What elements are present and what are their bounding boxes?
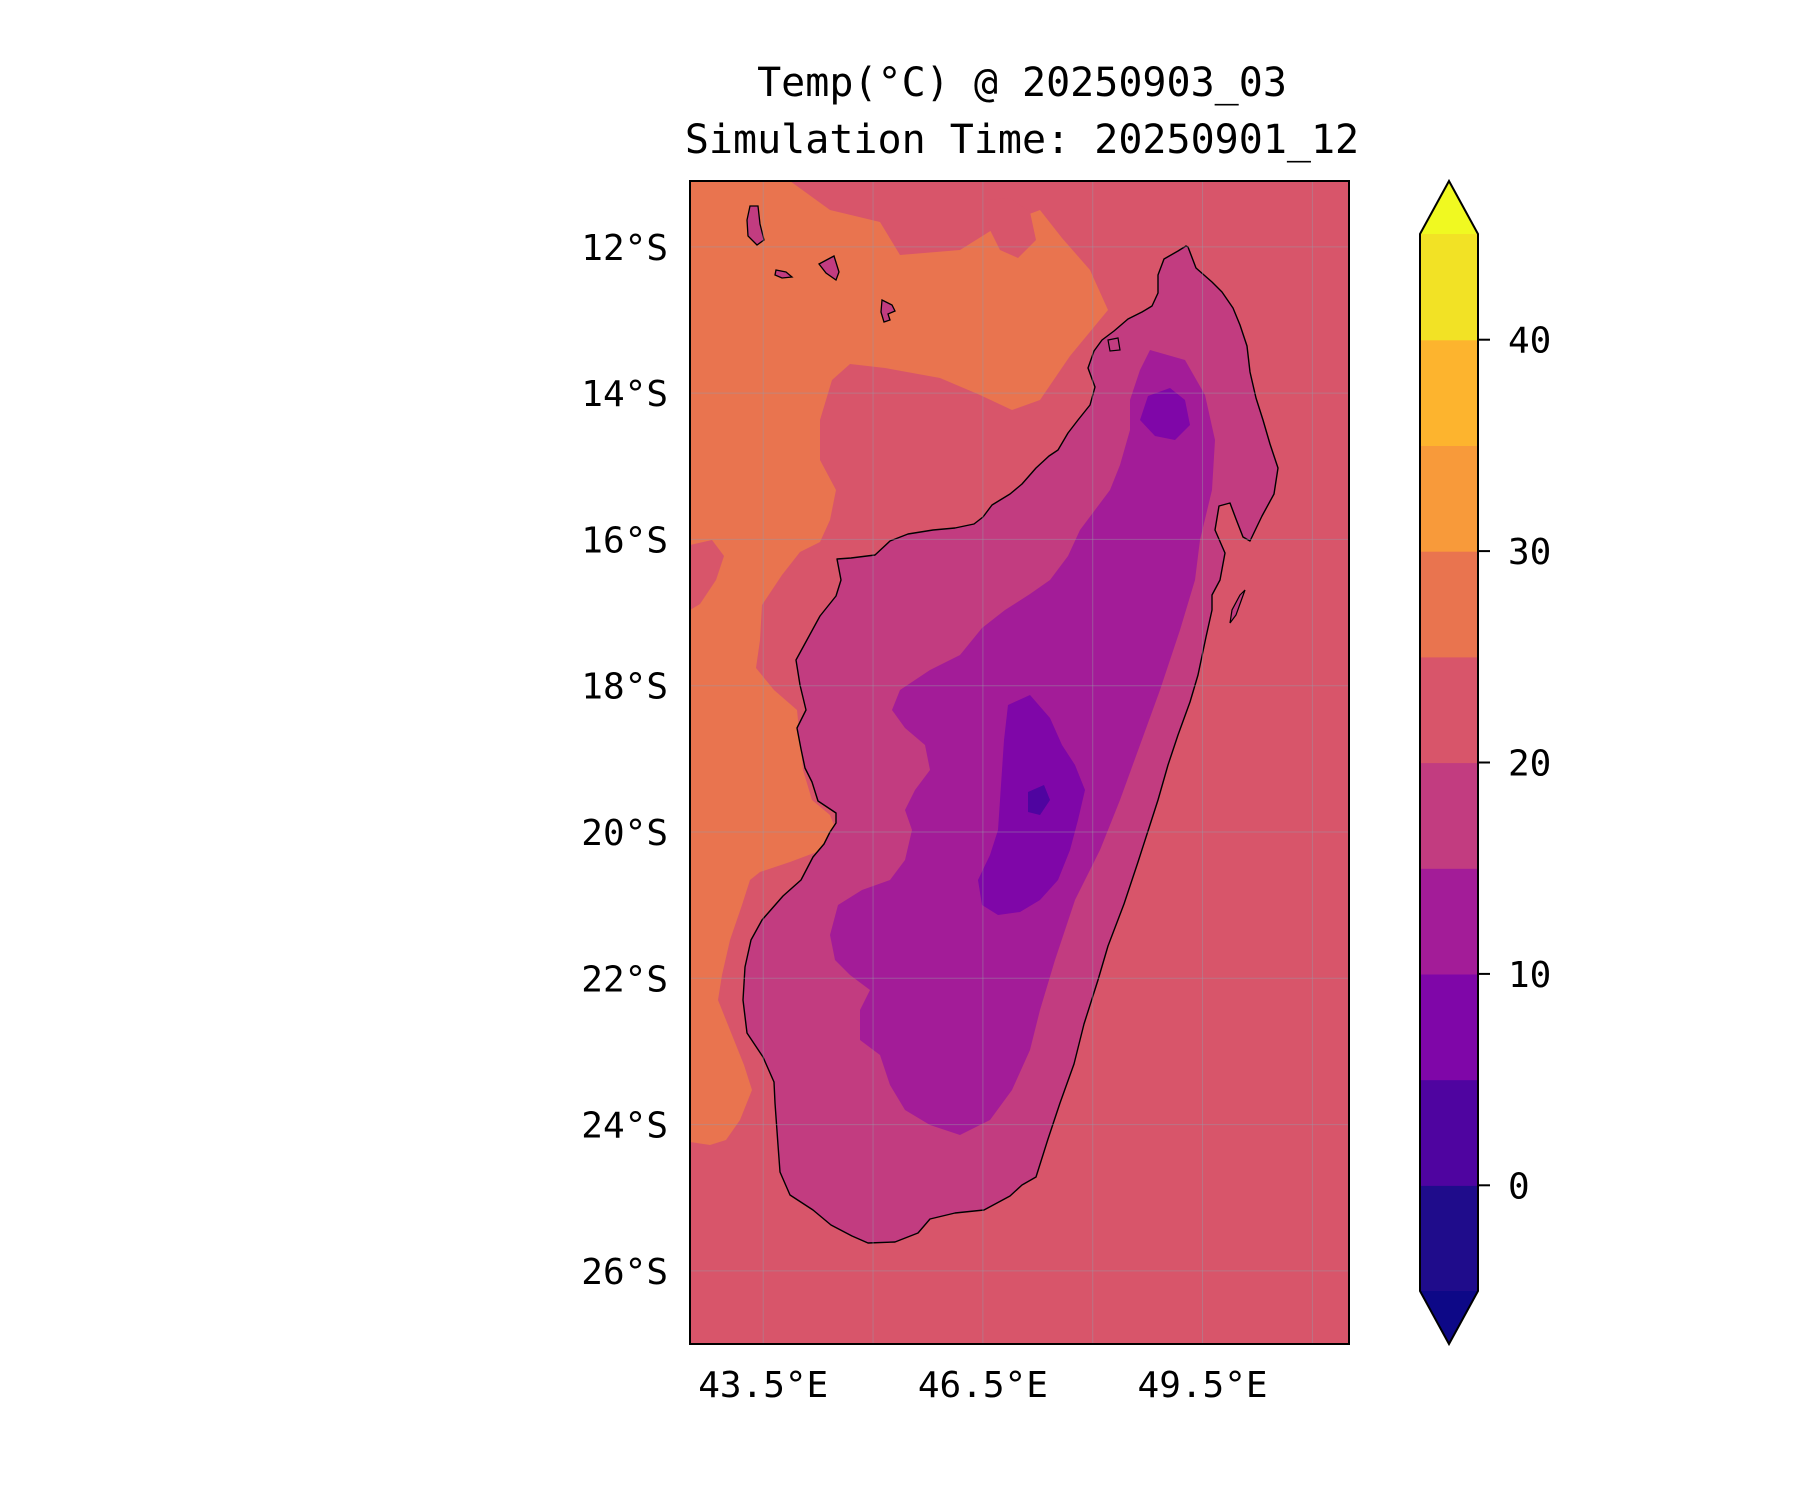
madagascar-coastline: [742, 245, 1279, 1244]
colorbar-segment: [1420, 868, 1478, 975]
lat-tick-label: 22°S: [581, 959, 668, 1000]
lat-tick-label: 12°S: [581, 228, 668, 269]
lat-tick-label: 16°S: [581, 520, 668, 561]
colorbar-segment: [1420, 234, 1478, 341]
latitude-tick-labels: 12°S 14°S 16°S 18°S 20°S 22°S 24°S 26°S: [581, 228, 668, 1293]
colorbar-segment: [1420, 1079, 1478, 1186]
colorbar-outline: [1419, 178, 1479, 1347]
warm-band-northwest: [690, 181, 1108, 1145]
land-zone-5-10-north: [1140, 388, 1190, 440]
cool-patch-west: [690, 540, 724, 610]
colorbar-segment: [1420, 551, 1478, 658]
colorbar: 0 10 20 30 40: [1419, 178, 1551, 1347]
colorbar-over-arrow: [1420, 181, 1478, 234]
colorbar-segment: [1420, 762, 1478, 869]
lat-tick-label: 18°S: [581, 667, 668, 708]
title-line-1: Temp(°C) @ 20250903_03: [757, 60, 1287, 106]
island-nosy-be: [1107, 337, 1121, 352]
title-line-2: Simulation Time: 20250901_12: [685, 117, 1359, 163]
colorbar-tick-label: 10: [1508, 955, 1551, 996]
colorbar-tick-label: 20: [1508, 744, 1551, 785]
map-panel: [690, 181, 1349, 1344]
island-moheli: [774, 269, 794, 279]
island-sainte-marie: [1229, 589, 1246, 624]
colorbar-segment: [1420, 973, 1478, 1081]
lat-tick-label: 14°S: [581, 374, 668, 415]
gridlines: [690, 181, 1349, 1344]
island-anjouan: [818, 255, 840, 282]
colorbar-tick-label: 40: [1508, 321, 1551, 362]
colorbar-segment: [1420, 445, 1478, 552]
colorbar-tick-label: 0: [1508, 1166, 1530, 1207]
lon-tick-label: 49.5°E: [1138, 1365, 1268, 1406]
colorbar-segment: [1420, 656, 1478, 764]
map-frame: [689, 180, 1350, 1345]
island-mayotte: [880, 298, 896, 323]
island-grande-comore: [746, 205, 765, 246]
colorbar-tick-label: 30: [1508, 532, 1551, 573]
land-zone-0-5: [1028, 785, 1050, 815]
lon-tick-label: 43.5°E: [698, 1365, 828, 1406]
colorbar-segment: [1420, 1185, 1478, 1292]
colorbar-under-arrow: [1420, 1291, 1478, 1344]
longitude-tick-labels: 43.5°E 46.5°E 49.5°E: [698, 1365, 1267, 1406]
lat-tick-label: 24°S: [581, 1106, 668, 1147]
colorbar-segment: [1420, 339, 1478, 446]
cool-patch-north: [985, 198, 1036, 258]
lat-tick-label: 20°S: [581, 813, 668, 854]
lon-tick-label: 46.5°E: [918, 1365, 1048, 1406]
lat-tick-label: 26°S: [581, 1252, 668, 1293]
